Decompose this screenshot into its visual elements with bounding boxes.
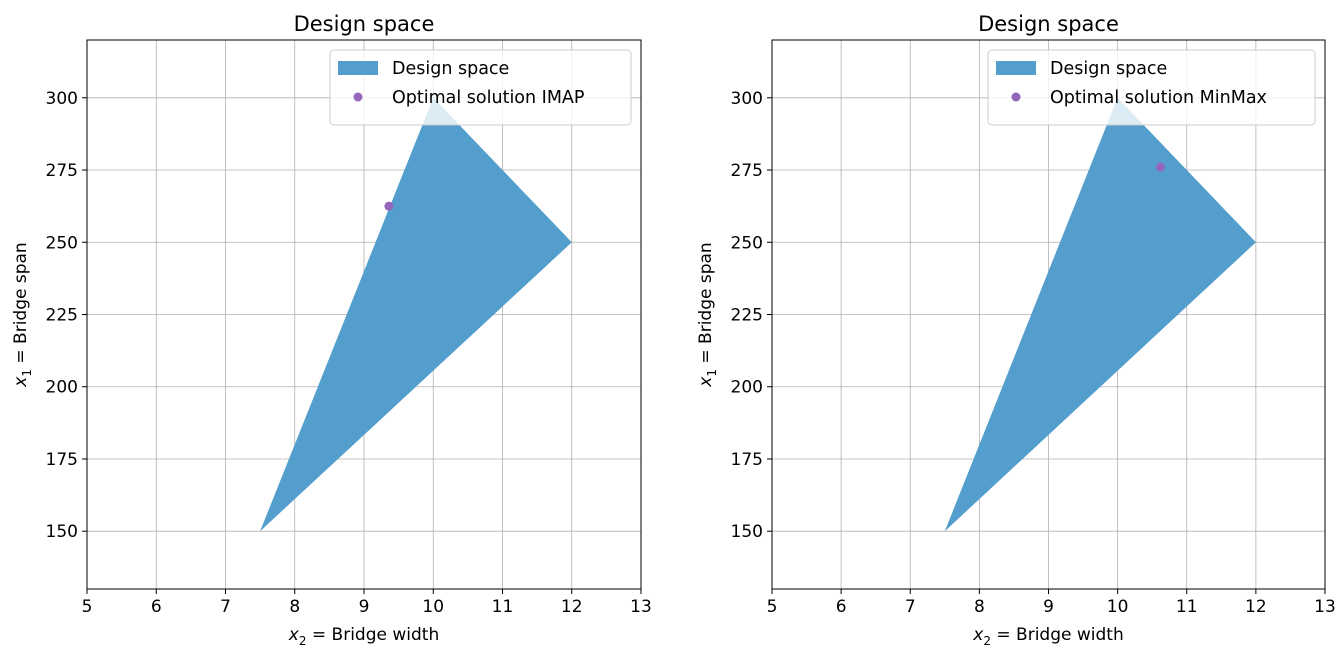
x-tick-label: 6 <box>151 597 162 617</box>
y-axis-label: x1 = Bridge span <box>696 242 719 387</box>
y-axis-label-sub: 1 <box>705 369 719 377</box>
y-tick-label: 175 <box>46 450 78 470</box>
y-tick-label: 150 <box>46 522 78 542</box>
design-space-area <box>944 97 1256 532</box>
x-tick-label: 11 <box>1176 597 1198 617</box>
x-tick-label: 12 <box>561 597 583 617</box>
x-tick-label: 11 <box>492 597 514 617</box>
y-axis-label-sub: 1 <box>20 369 34 377</box>
y-tick-label: 275 <box>731 161 763 181</box>
legend-swatch-area <box>338 61 378 75</box>
optimal-solution-point <box>1155 162 1165 172</box>
y-tick-label: 225 <box>46 306 78 326</box>
x-axis-label: x2 = Bridge width <box>972 625 1123 648</box>
y-tick-label: 200 <box>46 378 78 398</box>
x-tick-label: 13 <box>1314 597 1336 617</box>
optimal-solution-point <box>384 201 394 211</box>
y-tick-label: 275 <box>46 161 78 181</box>
y-axis-label-var: x <box>11 376 31 388</box>
x-axis-label-var: x <box>288 625 300 645</box>
x-axis-label-sub: 2 <box>983 634 991 648</box>
x-tick-label: 7 <box>220 597 231 617</box>
x-tick-label: 8 <box>974 597 985 617</box>
y-tick-label: 150 <box>731 522 763 542</box>
chart-left: 5 6 7 8 9 10 11 12 13150175200225250275300Design… <box>11 12 652 648</box>
chart-title: Design space <box>978 12 1119 36</box>
legend-label: Design space <box>1050 59 1167 79</box>
y-axis-label-text: = Bridge span <box>11 242 31 369</box>
x-tick-label: 10 <box>422 597 444 617</box>
x-tick-label: 9 <box>1043 597 1054 617</box>
legend-swatch-area <box>996 61 1036 75</box>
x-tick-label: 6 <box>836 597 847 617</box>
y-tick-label: 250 <box>731 233 763 253</box>
y-tick-label: 300 <box>731 89 763 109</box>
legend-label: Design space <box>392 59 509 79</box>
legend-label: Optimal solution IMAP <box>392 88 584 108</box>
x-axis-label-sub: 2 <box>299 634 307 648</box>
x-tick-label: 12 <box>1245 597 1267 617</box>
x-tick-label: 10 <box>1107 597 1129 617</box>
x-axis-label-text: = Bridge width <box>991 625 1124 645</box>
x-axis-label-text: = Bridge width <box>306 625 439 645</box>
y-tick-label: 300 <box>46 89 78 109</box>
y-tick-label: 175 <box>731 450 763 470</box>
x-axis-label: x2 = Bridge width <box>288 625 439 648</box>
y-axis-label: x1 = Bridge span <box>11 242 34 387</box>
chart-title: Design space <box>294 12 435 36</box>
chart-right: 5 6 7 8 9 10 11 12 13150175200225250275300Design… <box>696 12 1336 648</box>
legend: Design space Optimal solution MinMax <box>987 49 1316 126</box>
legend-box <box>987 49 1316 126</box>
y-axis-label-var: x <box>696 376 716 388</box>
design-space-area <box>260 97 572 532</box>
legend-swatch-point <box>1011 92 1021 102</box>
legend-swatch-point <box>353 92 363 102</box>
x-tick-label: 7 <box>905 597 916 617</box>
x-tick-label: 13 <box>630 597 652 617</box>
x-tick-label: 9 <box>359 597 370 617</box>
x-tick-label: 8 <box>289 597 300 617</box>
x-tick-label: 5 <box>767 597 778 617</box>
y-axis-label-text: = Bridge span <box>696 242 716 369</box>
y-tick-label: 250 <box>46 233 78 253</box>
y-tick-label: 225 <box>731 306 763 326</box>
y-tick-label: 200 <box>731 378 763 398</box>
legend-box <box>329 49 632 126</box>
x-tick-label: 5 <box>82 597 93 617</box>
legend-label: Optimal solution MinMax <box>1050 88 1267 108</box>
x-axis-label-var: x <box>972 625 984 645</box>
legend: Design space Optimal solution IMAP <box>329 49 632 126</box>
